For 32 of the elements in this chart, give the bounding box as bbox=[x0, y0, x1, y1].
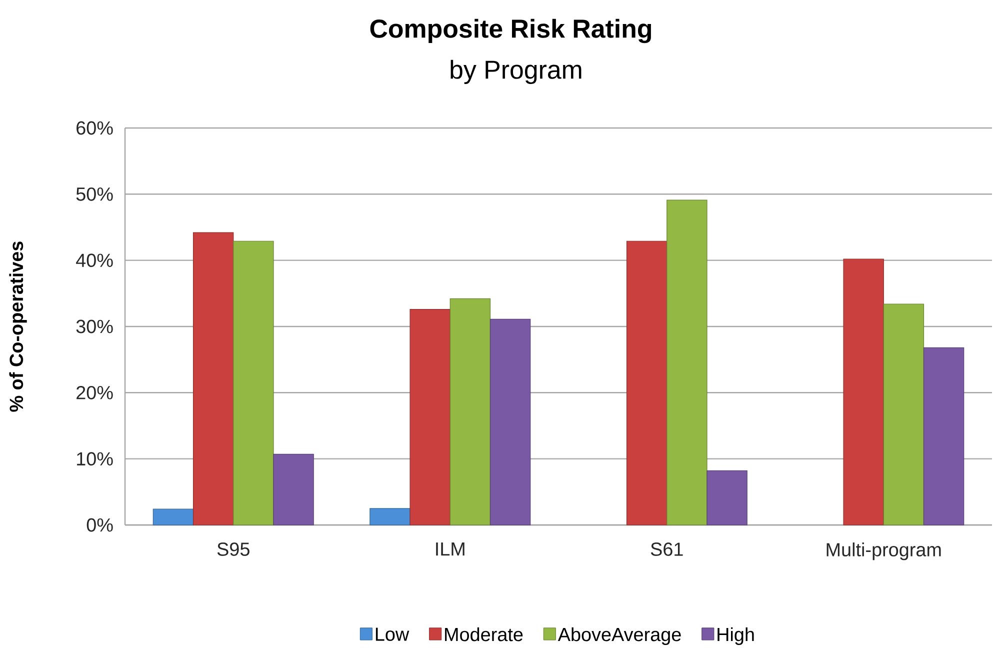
bar bbox=[706, 470, 748, 526]
bar bbox=[410, 308, 450, 526]
bar bbox=[490, 318, 531, 526]
y-tick-label: 20% bbox=[76, 386, 113, 400]
chart-subtitle: by Program bbox=[450, 60, 582, 84]
legend-label: Low bbox=[376, 628, 410, 641]
bar bbox=[233, 240, 274, 526]
x-tick-label: S61 bbox=[650, 542, 683, 556]
y-tick-label: 50% bbox=[76, 187, 113, 201]
legend-label: Moderate bbox=[445, 627, 523, 642]
bar bbox=[370, 508, 410, 526]
x-tick-label: ILM bbox=[436, 542, 464, 556]
bar bbox=[152, 508, 194, 526]
x-tick-label: Multi-program bbox=[826, 542, 941, 560]
bar bbox=[626, 240, 668, 526]
bar bbox=[843, 258, 884, 526]
bar bbox=[923, 347, 964, 526]
bar bbox=[192, 232, 234, 526]
bar bbox=[273, 454, 314, 526]
bar bbox=[883, 304, 924, 526]
chart-title: Composite Risk Rating bbox=[370, 18, 652, 44]
bar bbox=[666, 200, 708, 526]
legend-label: AboveAverage bbox=[558, 627, 681, 645]
y-tick-label: 60% bbox=[76, 121, 113, 135]
y-tick-label: 10% bbox=[77, 452, 113, 466]
x-tick-label: S95 bbox=[217, 542, 250, 556]
bar bbox=[450, 298, 491, 526]
y-tick-label: 40% bbox=[76, 254, 113, 268]
legend-label: High bbox=[718, 627, 754, 645]
y-tick-label: 30% bbox=[76, 320, 113, 334]
y-axis-title: % of Co-operatives bbox=[9, 242, 27, 412]
y-tick-label: 0% bbox=[86, 518, 113, 532]
